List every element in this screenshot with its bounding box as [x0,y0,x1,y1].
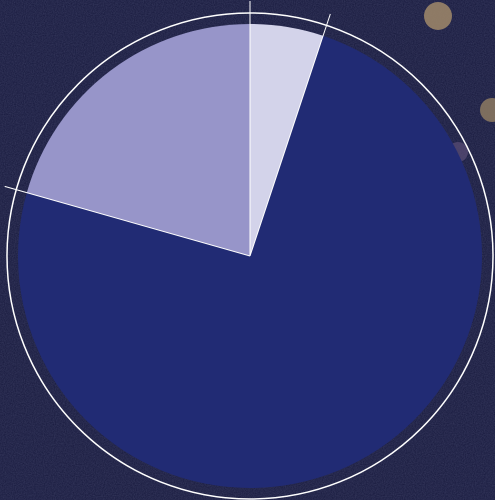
slice-separator-2 [249,13,331,257]
pie-slice-3 [26,24,251,256]
pie-slices [18,24,483,488]
pie-slice-1 [250,24,324,256]
pebble-decoration [424,2,452,30]
slice-separators [4,1,331,257]
pebble-decoration [480,98,495,122]
outline-ring [6,12,494,500]
pie-slice-2 [18,35,483,488]
slice-separator-3 [4,185,251,257]
